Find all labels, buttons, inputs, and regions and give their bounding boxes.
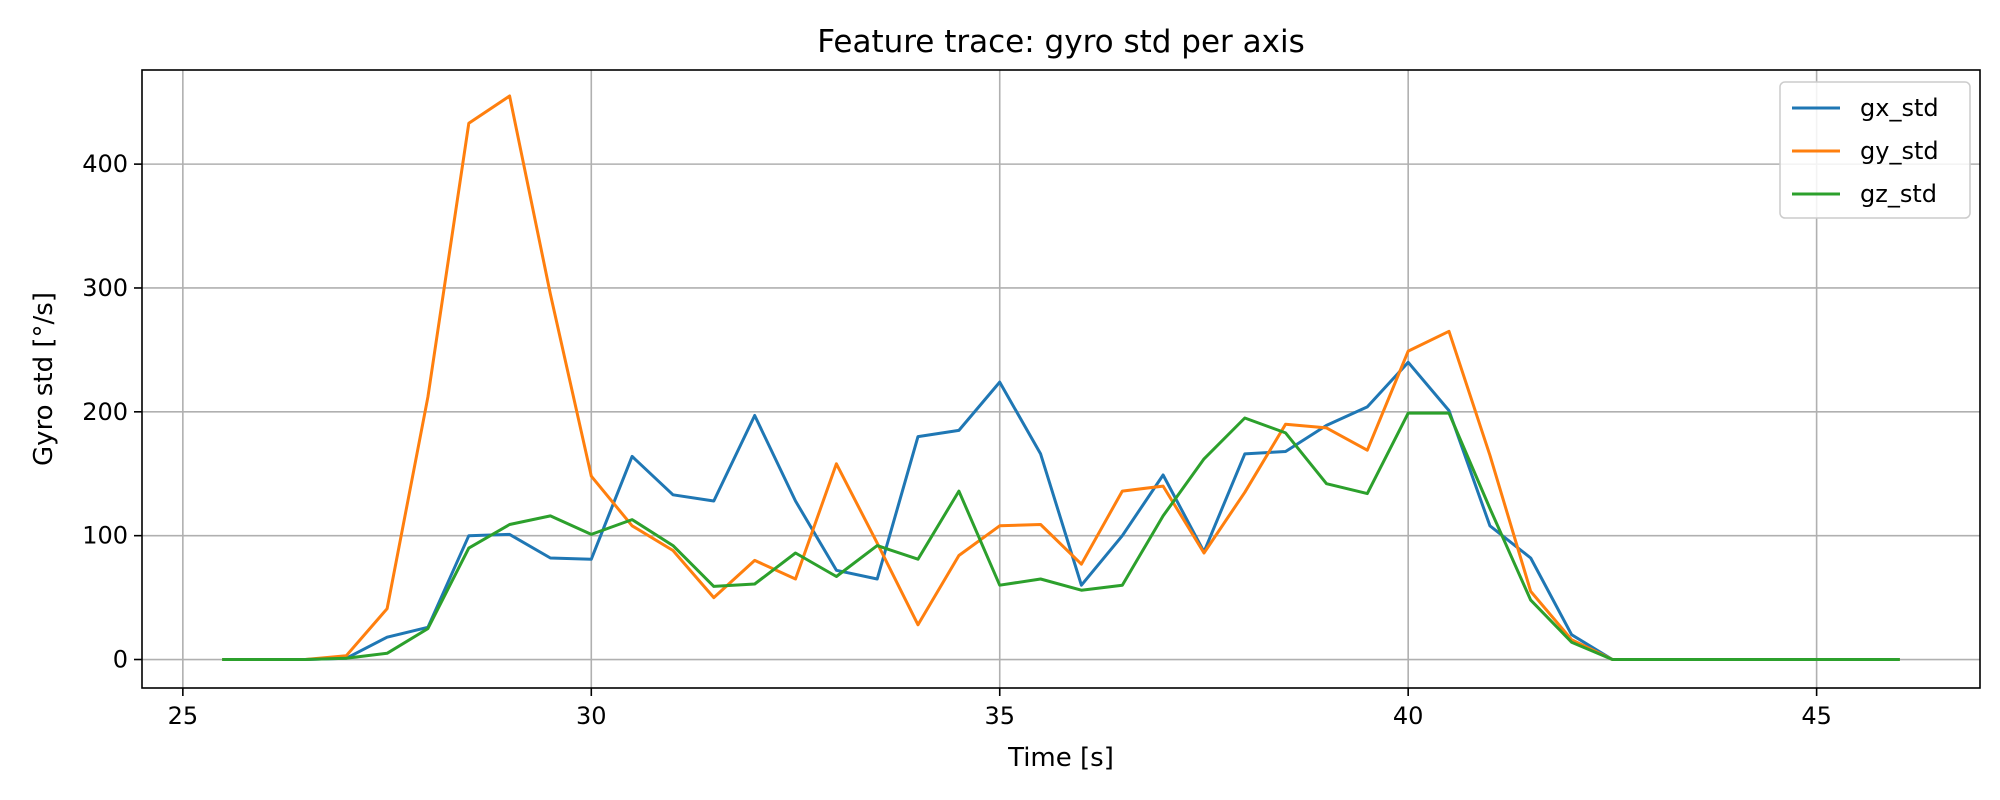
x-tick-label: 30 (576, 702, 607, 730)
x-tick-label: 25 (168, 702, 199, 730)
y-tick-label: 300 (82, 274, 128, 302)
plot-frame (141, 69, 1981, 689)
legend-label-gx-std: gx_std (1860, 94, 1939, 122)
y-tick-label: 0 (113, 646, 128, 674)
x-tick-label: 40 (1393, 702, 1424, 730)
legend-label-gz-std: gz_std (1860, 180, 1937, 208)
x-axis-label: Time [s] (1007, 743, 1114, 773)
chart-title: Feature trace: gyro std per axis (817, 24, 1305, 60)
legend: gx_std gy_std gz_std (1779, 81, 1971, 219)
series-line-gz-std (222, 411, 1900, 661)
legend-label-gy-std: gy_std (1860, 137, 1939, 165)
y-tick-label: 100 (82, 522, 128, 550)
axis-ticks: 25 30 35 40 45 0 100 200 300 400 (82, 150, 1832, 730)
y-tick-label: 200 (82, 398, 128, 426)
plot-lines (222, 94, 1900, 661)
x-tick-label: 45 (1801, 702, 1832, 730)
x-tick-label: 35 (984, 702, 1015, 730)
y-tick-label: 400 (82, 150, 128, 178)
legend-box (1779, 81, 1971, 219)
y-axis-label: Gyro std [°/s] (29, 292, 59, 466)
grid (142, 70, 1980, 688)
